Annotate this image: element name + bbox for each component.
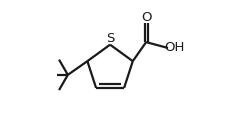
Text: OH: OH xyxy=(165,41,185,55)
Text: O: O xyxy=(141,11,151,24)
Text: S: S xyxy=(106,32,115,45)
